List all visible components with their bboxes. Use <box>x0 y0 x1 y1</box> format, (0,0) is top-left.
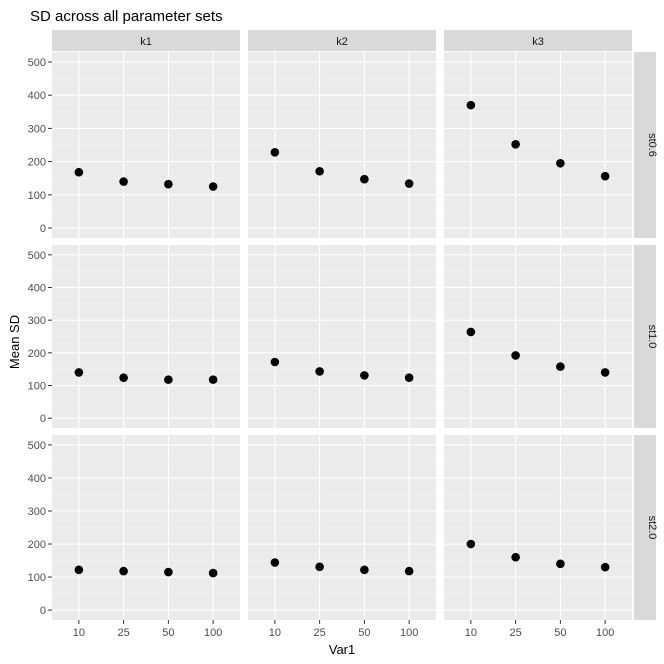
y-tick-label: 400 <box>28 90 46 102</box>
data-point <box>270 148 280 157</box>
data-point <box>119 373 128 382</box>
y-tick-label: 200 <box>28 539 46 551</box>
data-point <box>511 351 520 360</box>
y-tick-label: 300 <box>28 315 46 327</box>
data-point <box>600 562 610 572</box>
x-tick-label: 100 <box>596 627 614 639</box>
x-axis-title: Var1 <box>329 642 356 657</box>
y-tick-label: 500 <box>28 250 46 262</box>
strip-col-label: k3 <box>532 36 544 48</box>
data-point <box>315 367 324 376</box>
data-point <box>270 357 280 367</box>
x-tick-label: 50 <box>358 627 370 639</box>
data-point <box>119 177 128 186</box>
data-point <box>466 327 476 337</box>
y-tick-label: 100 <box>28 381 46 393</box>
data-point <box>466 539 476 549</box>
data-point <box>511 552 520 562</box>
data-point <box>360 565 369 575</box>
data-point <box>360 174 369 184</box>
y-tick-label: 0 <box>40 605 46 617</box>
data-point <box>74 565 84 575</box>
x-tick-label: 25 <box>117 627 129 639</box>
data-point <box>208 182 218 191</box>
data-point <box>556 559 565 569</box>
x-tick-label: 10 <box>73 627 85 639</box>
x-tick-label: 25 <box>313 627 325 639</box>
data-point <box>360 371 369 380</box>
y-tick-label: 400 <box>28 282 46 294</box>
y-tick-label: 200 <box>28 348 46 360</box>
x-tick-label: 10 <box>269 627 281 639</box>
y-tick-label: 100 <box>28 572 46 584</box>
strip-col-label: k1 <box>140 36 152 48</box>
strip-row-st1.0 <box>634 245 656 428</box>
y-tick-label: 500 <box>28 57 46 69</box>
strip-row-st2.0 <box>634 435 656 620</box>
x-tick-label: 10 <box>465 627 477 639</box>
y-tick-label: 200 <box>28 157 46 169</box>
data-point <box>270 558 280 567</box>
y-tick-label: 500 <box>28 440 46 452</box>
x-tick-label: 25 <box>509 627 521 639</box>
strip-col-k2 <box>248 30 436 51</box>
data-point <box>119 566 128 576</box>
y-tick-label: 0 <box>40 223 46 235</box>
x-tick-label: 50 <box>554 627 566 639</box>
strip-row-label: st1.0 <box>646 325 658 349</box>
data-point <box>164 375 173 384</box>
data-point <box>556 362 565 371</box>
data-point <box>315 562 324 572</box>
y-tick-label: 100 <box>28 190 46 202</box>
data-point <box>466 100 476 110</box>
data-point <box>404 179 414 188</box>
data-point <box>208 568 218 578</box>
y-tick-label: 400 <box>28 473 46 485</box>
data-point <box>404 373 414 382</box>
x-tick-label: 50 <box>162 627 174 639</box>
strip-col-label: k2 <box>336 36 348 48</box>
strip-col-k3 <box>444 30 632 51</box>
y-tick-label: 300 <box>28 506 46 518</box>
data-point <box>315 166 324 176</box>
data-point <box>74 167 84 177</box>
chart-title: SD across all parameter sets <box>30 8 223 25</box>
plot-area: k1 k2 k3st0.6st1.0st2.00100200300400500010… <box>28 30 658 639</box>
data-point <box>208 375 218 384</box>
y-axis-title: Mean SD <box>7 315 22 369</box>
y-tick-label: 0 <box>40 413 46 425</box>
x-tick-label: 100 <box>204 627 222 639</box>
strip-col-k1 <box>52 30 240 51</box>
x-tick-label: 100 <box>400 627 418 639</box>
strip-row-label: st2.0 <box>646 516 658 540</box>
data-point <box>556 158 565 168</box>
data-point <box>164 567 173 577</box>
data-point <box>404 566 414 576</box>
data-point <box>511 140 520 149</box>
strip-row-st0.6 <box>634 52 656 238</box>
strip-row-label: st0.6 <box>646 133 658 157</box>
data-point <box>164 179 173 189</box>
data-point <box>74 368 84 377</box>
data-point <box>600 171 610 181</box>
y-tick-label: 300 <box>28 123 46 135</box>
data-point <box>600 368 610 377</box>
